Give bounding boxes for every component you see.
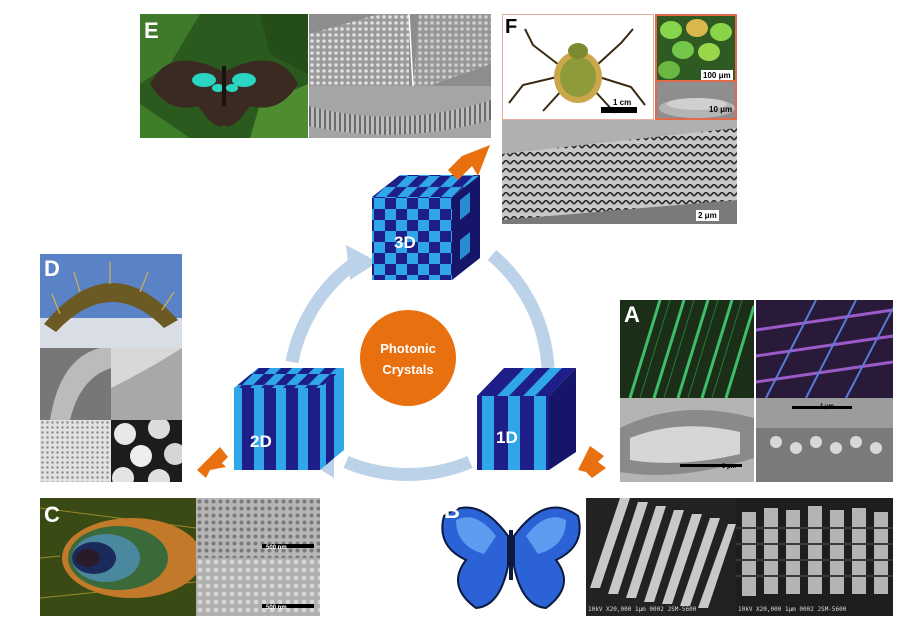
feather-green-image bbox=[620, 300, 754, 398]
panel-F-scale-inset2: 10 μm bbox=[709, 105, 733, 114]
panel-C-sem-top: 500 nm bbox=[196, 498, 320, 558]
cube-1d bbox=[477, 368, 576, 470]
panel-F-inset-sem: 10 μm bbox=[655, 82, 737, 120]
panel-B-sem-1: 10kV X20,000 1μm 0002 JSM-5600 bbox=[586, 498, 736, 616]
pointer-arrow-to-F bbox=[448, 145, 490, 180]
arc-1d-to-2d bbox=[343, 455, 473, 481]
arrowhead-to-3d bbox=[346, 245, 378, 280]
worm-photo-image bbox=[40, 254, 182, 348]
panel-B-sem-footer-2: 10kV X20,000 1μm 0002 JSM-5600 bbox=[738, 606, 847, 613]
sem-barb-image-2 bbox=[756, 398, 893, 482]
sem-fibre-image bbox=[111, 348, 182, 420]
panel-F-scale-inset1: 100 μm bbox=[701, 70, 733, 80]
panel-D-sem-3 bbox=[40, 420, 111, 482]
panel-E-butterfly-photo: E bbox=[140, 14, 308, 138]
sem-hex-lattice-image bbox=[40, 420, 111, 482]
panel-D-sem-4 bbox=[111, 420, 182, 482]
center-circle bbox=[360, 310, 456, 406]
arc-3d-to-1d bbox=[487, 250, 555, 369]
panel-F-scale-main: 1 cm bbox=[613, 98, 632, 107]
panel-A-sem-1: 5 μm bbox=[620, 398, 754, 482]
panel-A-label: A bbox=[624, 302, 640, 327]
center-title-line2: Crystals bbox=[382, 362, 433, 377]
panel-E-sem-top bbox=[309, 14, 491, 86]
panel-A-scale-2: 1 μm bbox=[820, 404, 835, 410]
panel-F-inset-scales: 100 μm bbox=[655, 14, 737, 82]
panel-D-photo: D bbox=[40, 254, 182, 348]
panel-A-sem-2: 1 μm bbox=[756, 398, 893, 482]
panel-C-peacock-photo: C bbox=[40, 498, 196, 616]
cube-3d bbox=[372, 175, 480, 280]
panel-D-label: D bbox=[44, 256, 60, 281]
cycle-arrows bbox=[285, 250, 555, 481]
cube-1d-label: 1D bbox=[496, 428, 518, 447]
sem-spheres-image bbox=[111, 420, 182, 482]
sem-barbule-image bbox=[196, 498, 320, 558]
panel-A-scale-1: 5 μm bbox=[722, 464, 737, 470]
panel-F-beetle-photo: F 1 cm bbox=[502, 14, 654, 120]
panel-B-sem-footer-1: 10kV X20,000 1μm 0002 JSM-5600 bbox=[588, 606, 697, 613]
panel-D-sem-2 bbox=[111, 348, 182, 420]
scales-inset-image bbox=[657, 16, 735, 80]
sem-barb-image-1 bbox=[620, 398, 754, 482]
sem-ridges-image bbox=[309, 86, 491, 138]
butterfly-photo-image bbox=[140, 14, 308, 138]
panel-B-label: B bbox=[444, 498, 460, 523]
sem-ridges-image-1 bbox=[586, 498, 736, 616]
sem-diamond-lattice-image bbox=[502, 120, 737, 224]
cube-2d bbox=[234, 368, 344, 470]
panel-D-sem-1 bbox=[40, 348, 111, 420]
panel-B-morpho-photo: B bbox=[436, 496, 586, 618]
sem-ridges-image-2 bbox=[736, 498, 893, 616]
pointer-arrow-to-C bbox=[197, 447, 228, 478]
cube-3d-label: 3D bbox=[394, 233, 416, 252]
panel-E-label: E bbox=[144, 18, 159, 43]
peacock-feather-image bbox=[40, 498, 196, 616]
panel-A-photo-green: A bbox=[620, 300, 754, 398]
panel-C-scale-1: 500 nm bbox=[266, 545, 287, 551]
panel-C-sem-bottom: 500 nm bbox=[196, 558, 320, 616]
beetle-photo-image bbox=[508, 28, 646, 114]
sem-spine-image bbox=[40, 348, 111, 420]
panel-B-sem-2: 10kV X20,000 1μm 0002 JSM-5600 bbox=[736, 498, 893, 616]
scale-cross-section-image bbox=[657, 82, 735, 118]
sem-barbule-cross-image bbox=[196, 558, 320, 616]
arc-2d-to-3d bbox=[285, 256, 360, 364]
sem-lattice-image bbox=[309, 14, 491, 86]
panel-C-scale-2: 500 nm bbox=[266, 605, 287, 611]
feather-purple-image bbox=[756, 300, 893, 398]
panel-A-photo-purple bbox=[756, 300, 893, 398]
panel-F-label: F bbox=[505, 16, 518, 38]
panel-C-label: C bbox=[44, 502, 60, 527]
center-title-line1: Photonic bbox=[380, 341, 436, 356]
cube-2d-label: 2D bbox=[250, 432, 272, 451]
morpho-butterfly-image bbox=[441, 506, 581, 610]
panel-E-sem-bottom bbox=[309, 86, 491, 138]
panel-F-sem-bottom: 2 μm bbox=[502, 120, 737, 224]
pointer-arrow-to-B bbox=[578, 446, 606, 478]
panel-F-scale-bottom: 2 μm bbox=[696, 210, 719, 221]
